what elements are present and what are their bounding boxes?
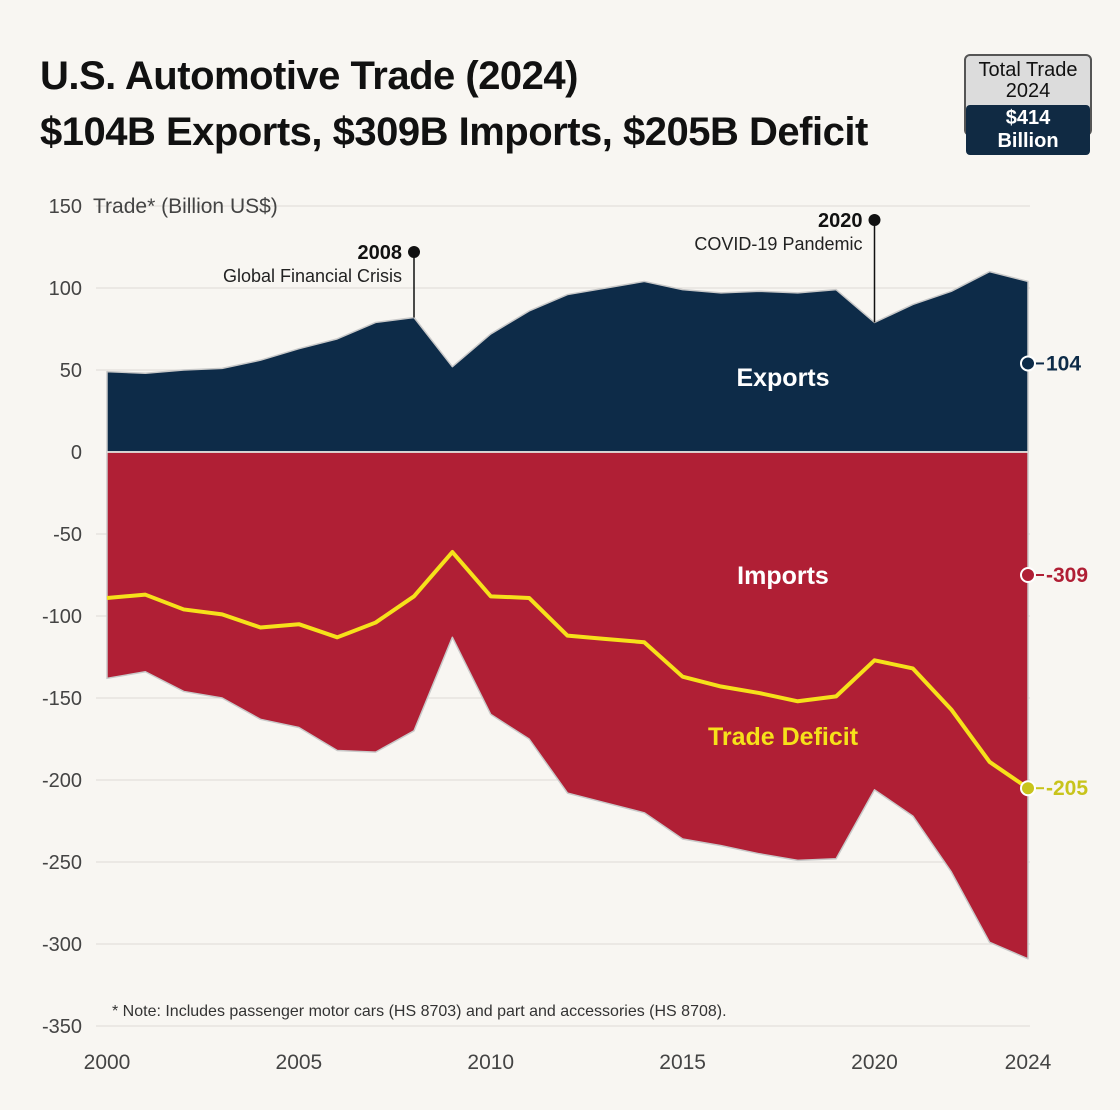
- exports-area: [106, 270, 1029, 453]
- imports-label: Imports: [737, 562, 829, 590]
- x-tick-label: 2010: [467, 1051, 514, 1074]
- total-trade-box: Total Trade 2024 $414 Billion: [964, 54, 1092, 155]
- exports-end-label: 104: [1046, 352, 1081, 375]
- trade-deficit-label: Trade Deficit: [708, 723, 859, 751]
- annotation-dot: [868, 214, 881, 226]
- y-tick-label: 150: [49, 196, 82, 218]
- x-tick-label: 2015: [659, 1051, 706, 1074]
- y-tick-label: -150: [42, 688, 82, 710]
- annotation-text: COVID-19 Pandemic: [694, 234, 862, 254]
- y-tick-label: -300: [42, 934, 82, 956]
- total-trade-year: 2024: [1005, 80, 1051, 102]
- x-tick-label: 2020: [851, 1051, 898, 1074]
- imports-end-label: -309: [1046, 564, 1088, 587]
- title-line-1: U.S. Automotive Trade (2024): [40, 54, 578, 98]
- total-trade-label: Total Trade: [978, 59, 1078, 81]
- title-line-2: $104B Exports, $309B Imports, $205B Defi…: [40, 110, 868, 154]
- y-tick-label: -200: [42, 770, 82, 792]
- trade-deficit-end-label: -205: [1046, 777, 1088, 800]
- total-trade-value: $414 Billion: [966, 105, 1090, 155]
- chart-note: * Note: Includes passenger motor cars (H…: [112, 1003, 727, 1020]
- exports-label: Exports: [736, 364, 829, 392]
- y-tick-label: -50: [53, 524, 82, 546]
- chart-title: U.S. Automotive Trade (2024) $104B Expor…: [40, 48, 868, 160]
- imports-marker: [1020, 567, 1036, 583]
- y-tick-label: -350: [42, 1016, 82, 1038]
- y-tick-label: -100: [42, 606, 82, 628]
- annotation-year: 2008: [358, 242, 403, 264]
- trade-deficit-marker: [1020, 780, 1036, 797]
- x-tick-label: 2005: [276, 1051, 323, 1074]
- annotation-text: Global Financial Crisis: [223, 266, 402, 286]
- y-tick-label: 100: [49, 278, 82, 300]
- annotation-year: 2020: [818, 210, 863, 232]
- y-tick-label: 50: [60, 360, 82, 382]
- imports-area: [106, 451, 1029, 960]
- x-tick-label: 2024: [1005, 1051, 1052, 1074]
- trade-deficit-line: [106, 550, 1030, 790]
- x-tick-label: 2000: [84, 1051, 131, 1074]
- annotation-dot: [408, 246, 420, 258]
- exports-marker: [1020, 355, 1036, 372]
- y-tick-label: -250: [42, 852, 82, 874]
- y-tick-label: 0: [71, 442, 82, 464]
- y-axis-label: Trade* (Billion US$): [93, 195, 278, 218]
